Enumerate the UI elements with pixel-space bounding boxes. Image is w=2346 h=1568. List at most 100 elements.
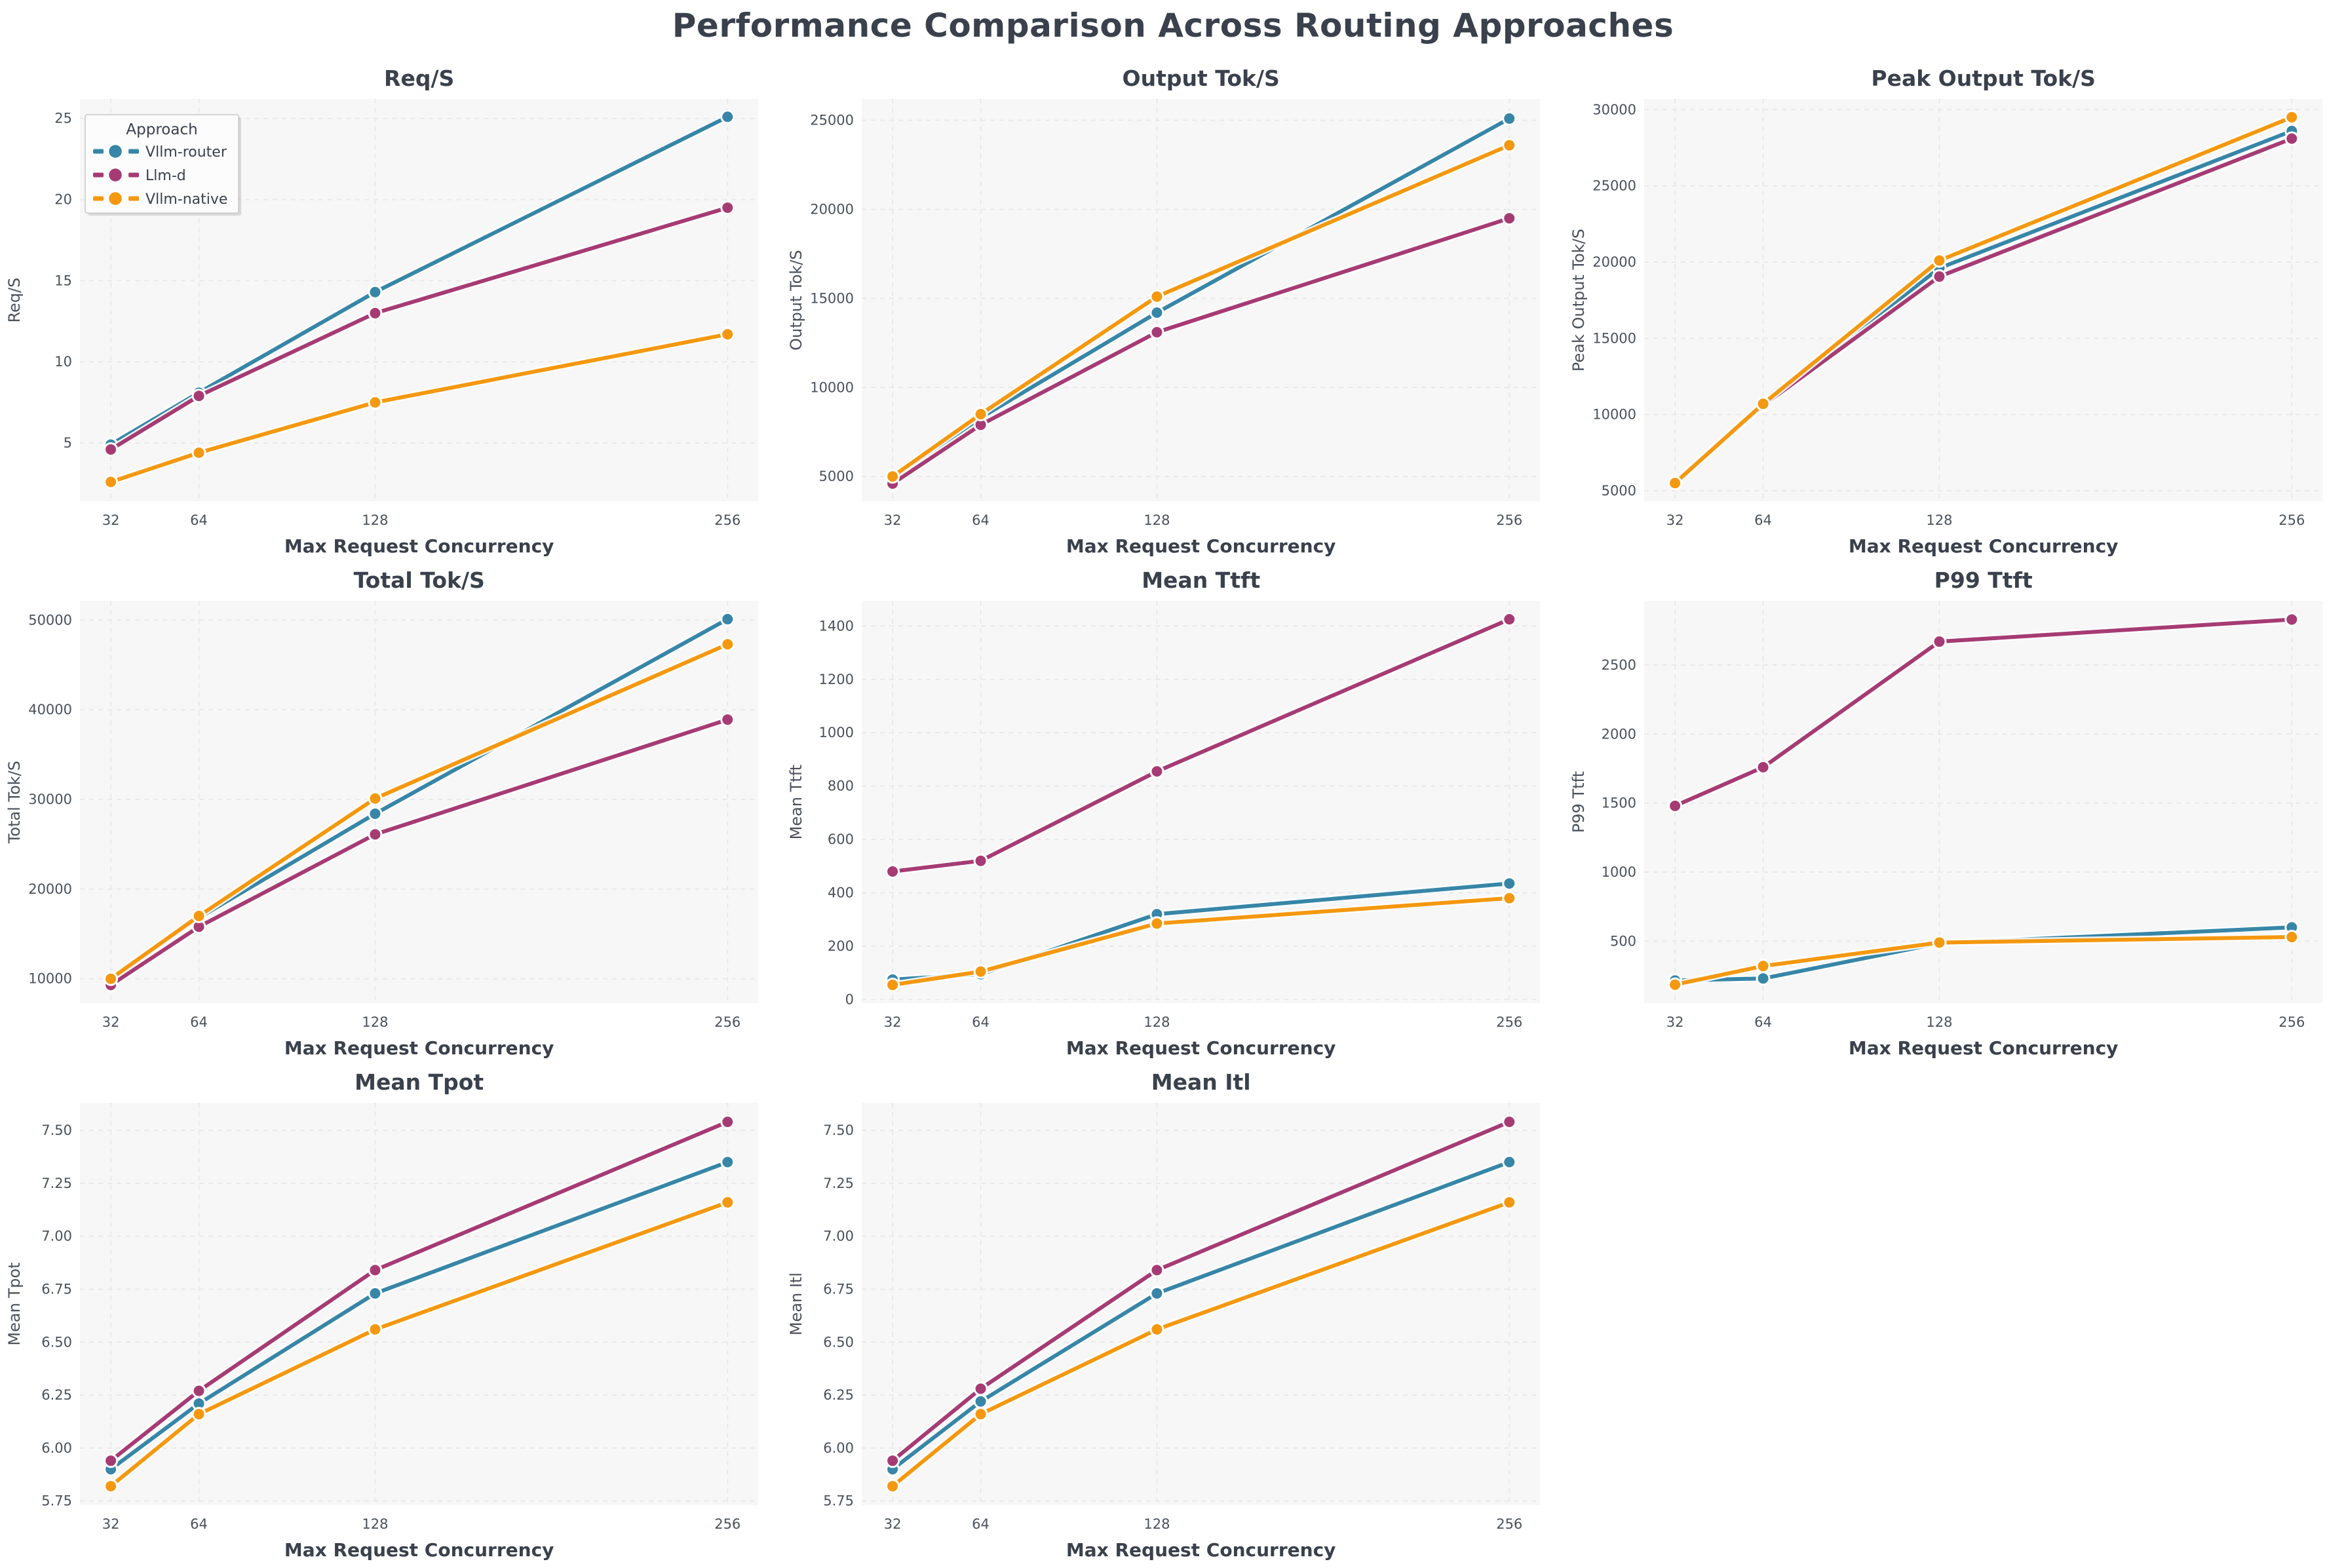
series-line-vllm-router (1672, 925, 2294, 983)
data-point-llm-d-256 (1502, 211, 1517, 226)
y-tick-label: 6.75 (824, 1282, 855, 1297)
subplot-p99-ttft: 500 1000 1500 2000 2500 32 64 128 256 Max Request… (1564, 564, 2346, 1066)
x-tick-label: 32 (884, 512, 902, 528)
data-point-llm-d-256 (2284, 612, 2299, 627)
data-point-llm-d-256 (720, 1115, 735, 1130)
x-tick-label: 64 (190, 512, 208, 528)
y-tick-label: 5 (64, 435, 72, 451)
subplot-mean-ttft: 0 200 400 600 800 1000 1200 1400 32 64 128 256 Max R… (782, 564, 1564, 1066)
data-point-vllm-router-256 (1502, 876, 1517, 891)
data-point-llm-d-32 (885, 1453, 900, 1468)
series-line-llm-d (891, 1120, 1512, 1463)
chart-svg-req-s: 5 10 15 20 25 32 64 128 256 Max Request Concurren… (5, 66, 759, 557)
data-point-llm-d-256 (2284, 131, 2299, 146)
data-point-vllm-native-128 (1932, 253, 1947, 268)
y-tick-label: 25000 (1592, 178, 1636, 194)
data-point-vllm-native-128 (1932, 935, 1947, 950)
data-point-vllm-native-64 (1756, 959, 1771, 974)
y-tick-label: 6.00 (824, 1440, 855, 1456)
data-point-vllm-native-256 (1502, 890, 1517, 906)
data-point-llm-d-64 (973, 853, 988, 868)
data-point-vllm-native-64 (191, 1407, 206, 1422)
x-tick-label: 64 (972, 1517, 990, 1533)
series-line-vllm-native (891, 896, 1512, 987)
y-tick-label: 2000 (1601, 727, 1636, 742)
x-tick-label: 128 (1144, 1014, 1170, 1030)
series-line-llm-d (109, 717, 730, 987)
data-point-llm-d-32 (1667, 799, 1682, 814)
data-point-vllm-router-128 (368, 807, 383, 822)
x-axis-label: Max Request Concurrency (1066, 1540, 1336, 1561)
data-point-vllm-native-256 (1502, 138, 1517, 153)
x-tick-label: 128 (1926, 512, 1952, 528)
subplot-title: Req/S (384, 66, 454, 91)
data-point-vllm-router-256 (1502, 111, 1517, 126)
y-tick-label: 10 (54, 354, 72, 370)
data-point-vllm-native-64 (191, 909, 206, 924)
series-line-llm-d (891, 216, 1512, 486)
series-line-llm-d (109, 205, 730, 451)
data-point-vllm-router-256 (720, 612, 735, 627)
y-tick-label: 1400 (819, 619, 854, 634)
x-axis-label: Max Request Concurrency (1066, 1037, 1336, 1059)
data-point-llm-d-256 (1502, 612, 1517, 627)
subplot-title: Mean Itl (1151, 1069, 1251, 1095)
data-point-llm-d-256 (720, 200, 735, 215)
data-point-vllm-native-32 (885, 469, 900, 484)
data-point-vllm-native-32 (885, 1479, 900, 1494)
series-line-vllm-native (109, 332, 730, 484)
data-point-llm-d-64 (191, 1384, 206, 1399)
y-tick-label: 30000 (1592, 102, 1636, 117)
subplot-title: Total Tok/S (354, 567, 485, 593)
series-line-vllm-router (891, 1160, 1512, 1472)
y-axis-label: Mean Itl (787, 1272, 805, 1335)
y-tick-label: 1000 (1601, 864, 1636, 880)
y-tick-label: 1000 (819, 725, 854, 740)
y-tick-label: 7.25 (41, 1176, 72, 1191)
data-point-vllm-native-128 (368, 395, 383, 410)
chart-svg-total-tok-s: 10000 20000 30000 40000 50000 32 64 128 256 Max R… (5, 567, 759, 1059)
x-tick-label: 256 (2279, 512, 2305, 528)
y-tick-label: 6.50 (41, 1335, 72, 1350)
x-tick-label: 256 (714, 512, 740, 528)
x-tick-label: 128 (362, 512, 388, 528)
y-tick-label: 400 (828, 885, 854, 901)
data-point-llm-d-128 (368, 1263, 383, 1278)
y-tick-label: 600 (828, 832, 854, 847)
subplot-title: Output Tok/S (1123, 66, 1280, 91)
data-point-vllm-router-64 (1756, 971, 1771, 986)
data-point-vllm-router-128 (1149, 1286, 1164, 1301)
x-tick-label: 128 (1144, 1517, 1170, 1533)
data-point-vllm-native-64 (1756, 396, 1771, 411)
x-tick-label: 64 (190, 1014, 208, 1030)
data-point-llm-d-128 (368, 305, 383, 320)
legend-dash-icon (128, 172, 140, 178)
series-line-vllm-native (1672, 935, 2294, 987)
plot-area (862, 601, 1541, 1004)
legend-dash-icon (93, 196, 104, 201)
data-point-llm-d-32 (885, 864, 900, 879)
data-point-vllm-native-32 (1667, 476, 1682, 491)
series-line-llm-d (109, 1120, 730, 1463)
data-point-llm-d-128 (368, 827, 383, 842)
data-point-vllm-native-256 (720, 637, 735, 652)
legend-dash-icon (128, 149, 140, 154)
x-tick-label: 128 (362, 1014, 388, 1030)
legend-marker-icon (107, 166, 124, 183)
chart-grid: 5 10 15 20 25 32 64 128 256 Max Request Concurren… (0, 62, 2346, 1568)
plot-area (862, 1103, 1541, 1506)
y-tick-label: 5.75 (824, 1493, 855, 1509)
y-axis-label: Total Tok/S (5, 761, 24, 844)
chart-svg-output-tok-s: 5000 10000 15000 20000 25000 32 64 128 256 Max Re… (787, 66, 1541, 557)
series-line-vllm-native (109, 1200, 730, 1489)
legend-title: Approach (126, 121, 197, 138)
y-tick-label: 0 (845, 992, 854, 1008)
x-tick-label: 32 (1666, 512, 1683, 528)
y-tick-label: 500 (1610, 934, 1636, 949)
subplot-title: Peak Output Tok/S (1871, 66, 2096, 91)
series-line-vllm-native (891, 143, 1512, 479)
subplot-title: Mean Ttft (1142, 567, 1261, 593)
x-axis-label: Max Request Concurrency (1849, 535, 2119, 557)
data-point-llm-d-128 (1932, 634, 1947, 649)
series-line-llm-d (1672, 617, 2294, 809)
